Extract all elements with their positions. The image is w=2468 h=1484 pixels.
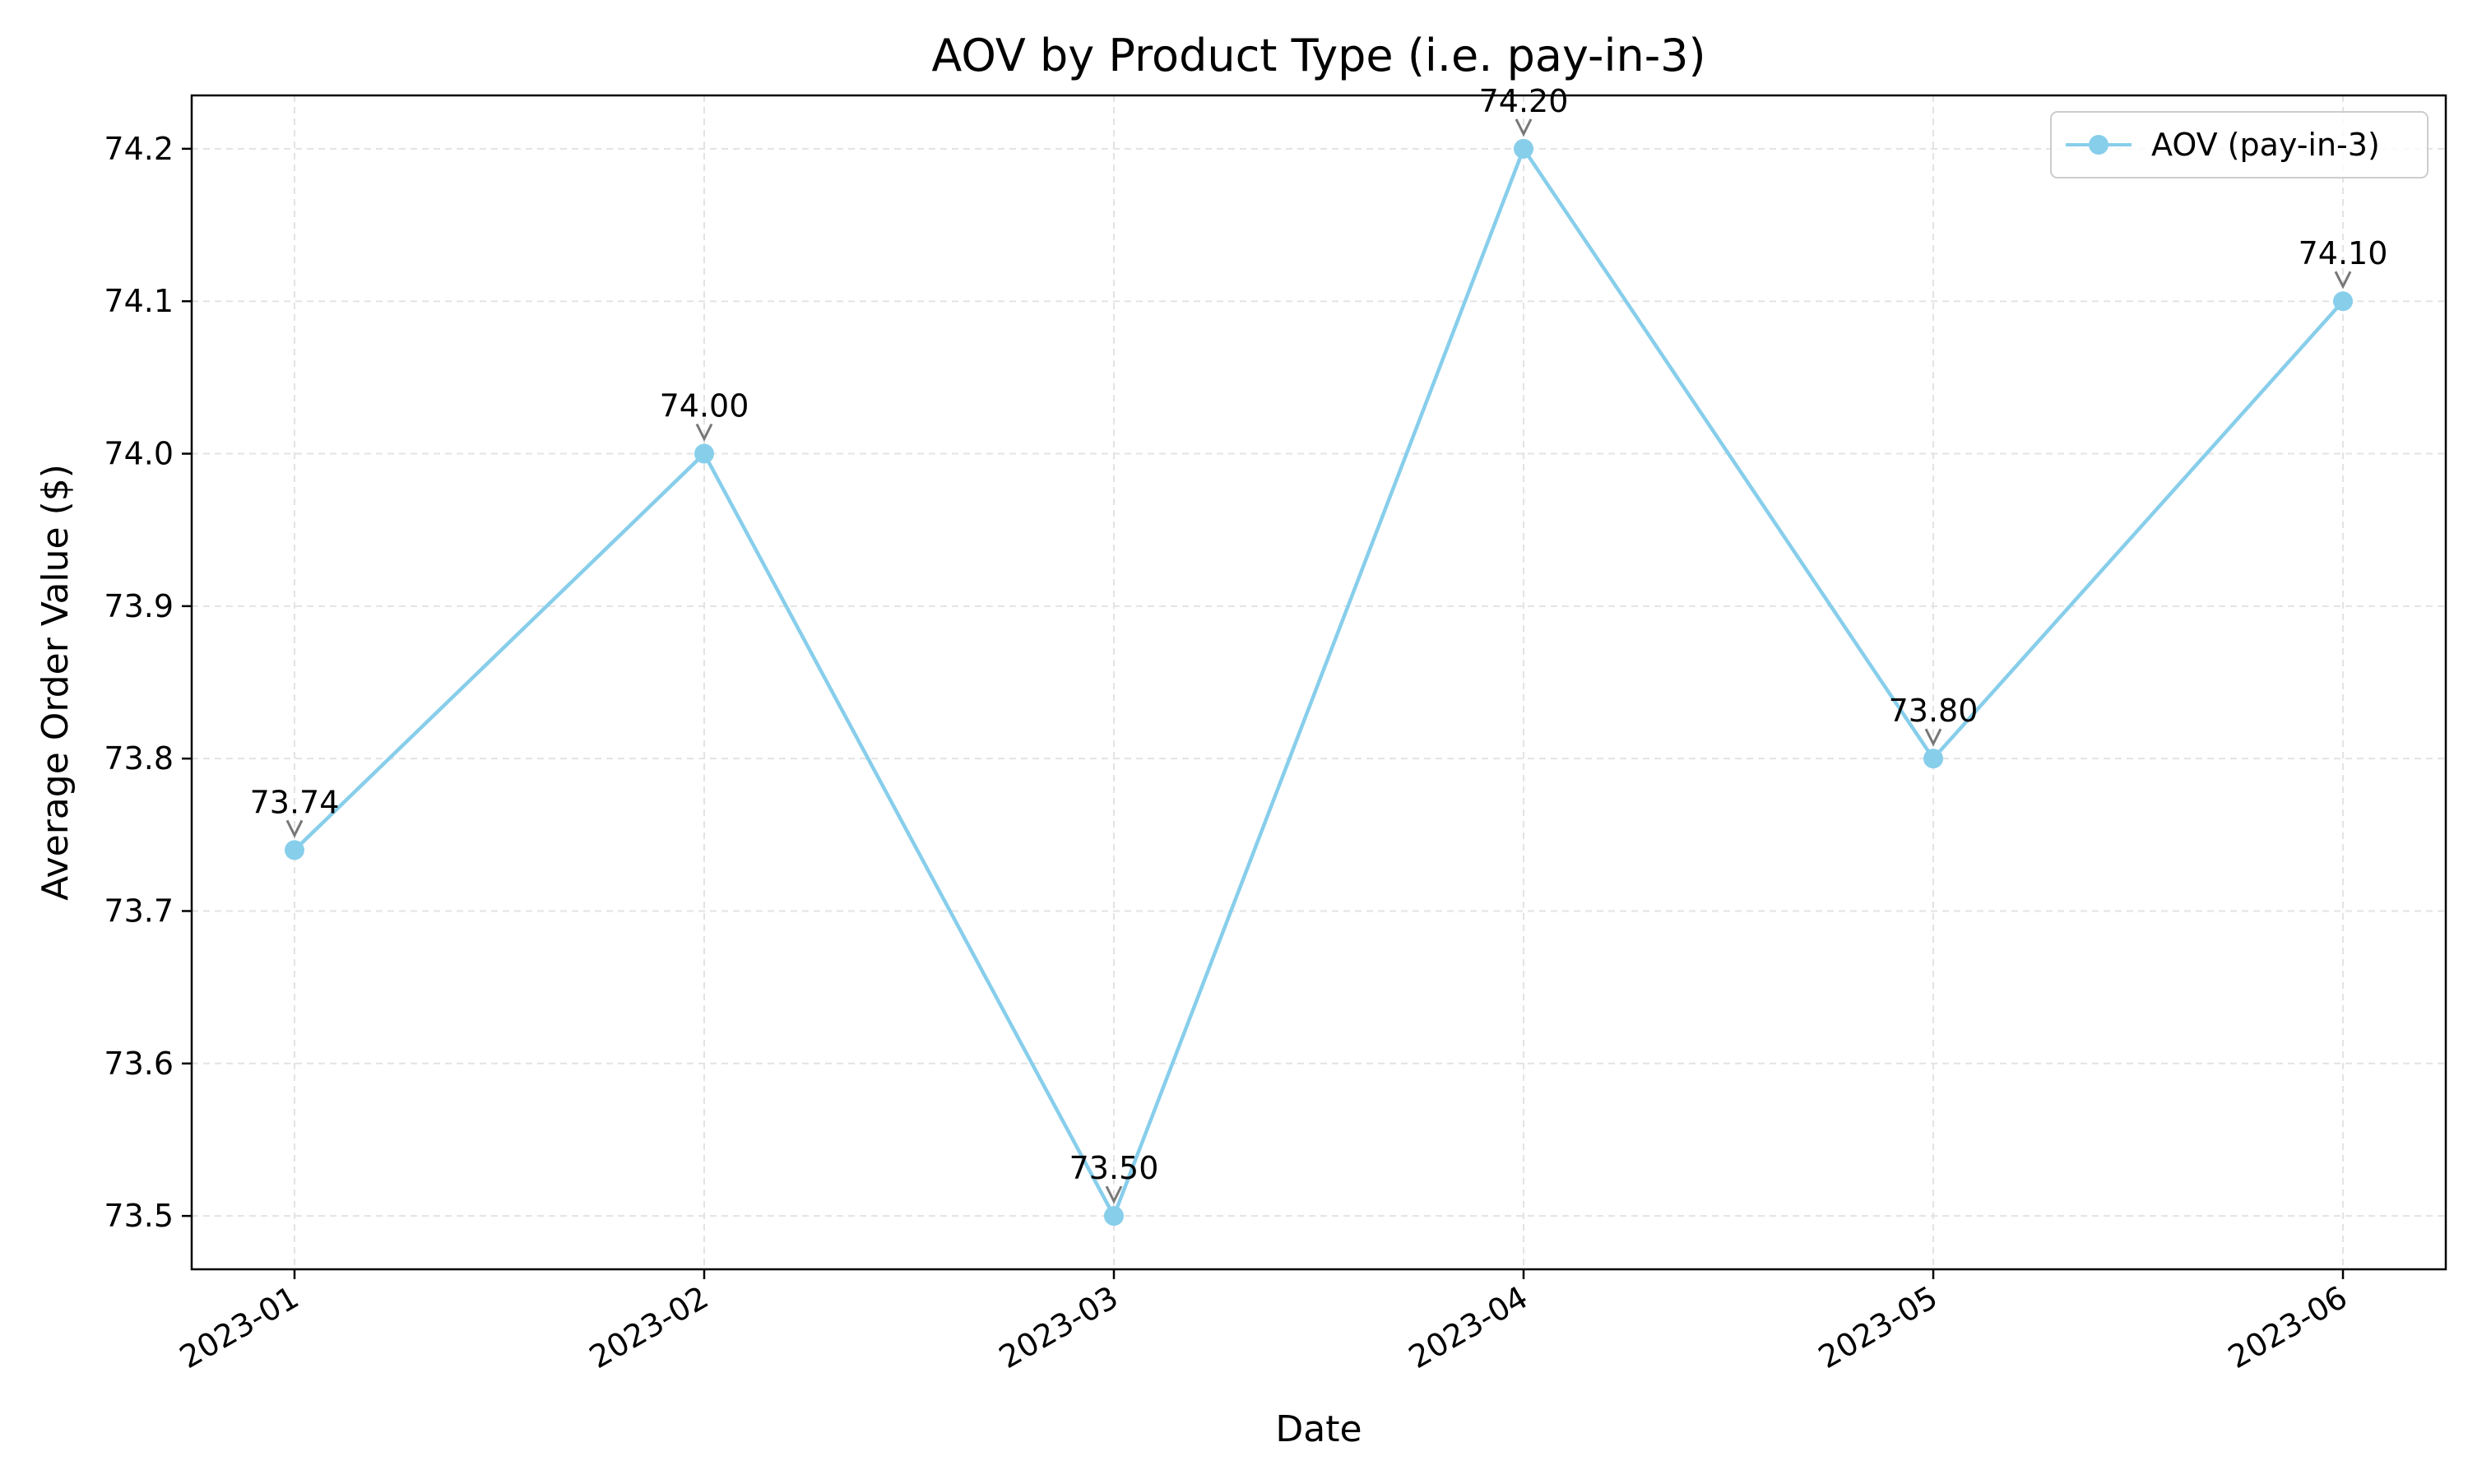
y-tick-label: 73.9 [104,588,174,624]
data-label: 73.80 [1889,693,1979,729]
y-tick-label: 73.7 [104,893,174,929]
data-point [1514,138,1533,159]
annotation-arrow [1515,118,1533,137]
data-label: 73.50 [1069,1150,1159,1186]
y-tick-label: 74.0 [104,436,174,472]
series-layer: 73.74 74.00 73.50 74.20 73.80 74.10 [250,83,2388,1227]
legend-label: AOV (pay-in-3) [2151,127,2380,163]
y-tick-label: 73.6 [104,1046,174,1082]
data-label: 74.00 [660,388,749,424]
chart-title: AOV by Product Type (i.e. pay-in-3) [931,30,1705,81]
annotation-arrow [2334,271,2352,290]
data-label: 74.20 [1479,83,1569,119]
annotation-arrow [1105,1185,1123,1204]
series-line [293,146,2345,1218]
legend-marker-swatch [2089,135,2108,155]
legend: AOV (pay-in-3) [2050,111,2429,179]
x-axis-label: Date [1275,1408,1362,1450]
annotation-arrow [1924,728,1942,747]
data-point [1923,749,1943,769]
data-point [694,443,714,464]
y-tick-label: 74.2 [104,131,174,167]
y-tick-label: 73.5 [104,1198,174,1234]
y-tick-label: 74.1 [104,283,174,319]
y-tick-label: 73.8 [104,740,174,777]
data-point [1104,1206,1124,1227]
legend-box [2050,111,2429,179]
data-point [2333,291,2353,312]
data-point [285,840,304,860]
annotation-arrow [695,423,713,442]
data-label: 74.10 [2299,235,2388,271]
data-label: 73.74 [250,784,340,820]
plot-frame [190,94,2447,1271]
y-axis-label: Average Order Value ($) [35,464,77,901]
annotation-arrow [285,819,304,838]
